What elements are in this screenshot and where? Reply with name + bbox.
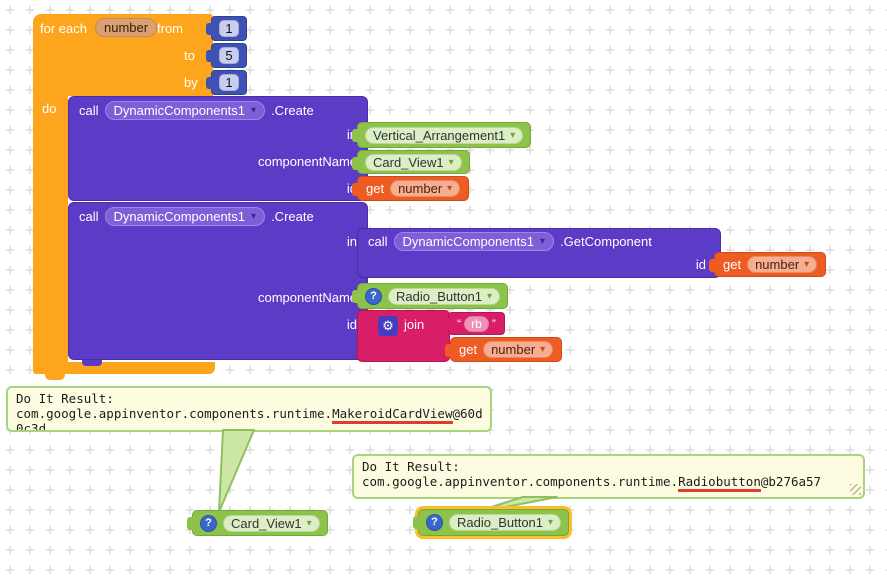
radio-button1-dropdown[interactable]: Radio_Button1 ▾ [449,514,562,531]
for-each-next-connector [45,373,65,380]
help-icon[interactable]: ? [365,287,382,305]
dropdown-arrow-icon: ▾ [540,344,546,355]
get-variable-dropdown[interactable]: number ▾ [390,180,461,197]
card-view1-dropdown[interactable]: Card_View1 ▾ [365,153,462,171]
doit-result-bubble-cardview[interactable]: Do It Result: com.google.appinventor.com… [6,386,492,432]
for-each-block-bottom[interactable] [33,362,215,374]
get-variable-label: number [755,257,800,272]
join-text-block[interactable]: ⚙ join [357,310,450,362]
call-block-next-connector [82,360,102,366]
method-label: .GetComponent [560,234,652,249]
card-view1-label: Card_View1 [231,515,302,531]
mutator-gear-icon[interactable]: ⚙ [378,316,398,336]
doit-result-overflow: 0c3d [16,421,47,432]
dropdown-arrow-icon: ▾ [251,211,257,222]
help-icon[interactable]: ? [200,514,217,532]
by-number-block[interactable]: 1 [206,70,247,95]
close-quote: ” [491,316,496,331]
loop-variable-field[interactable]: number [95,18,158,37]
card-view1-value-block[interactable]: Card_View1 ▾ [352,150,470,174]
get-number-block-3[interactable]: get number ▾ [444,337,563,362]
dropdown-arrow-icon: ▾ [447,183,453,194]
doit-result-value: com.google.appinventor.components.runtim… [362,474,855,492]
to-number-field[interactable]: 5 [219,47,239,64]
do-label: do [42,101,57,116]
help-icon[interactable]: ? [426,514,443,531]
get-variable-dropdown[interactable]: number ▾ [747,256,818,273]
dropdown-arrow-icon: ▾ [548,517,554,528]
method-label: .Create [271,209,314,224]
param-in-label: in [347,127,357,142]
text-string-block[interactable]: “ rb ” [443,312,505,335]
underlined-classname: Radiobutton [678,474,761,492]
component-dropdown[interactable]: DynamicComponents1 ▾ [104,207,266,226]
join-label: join [404,317,425,332]
radio-button1-value-block[interactable]: ? Radio_Button1 ▾ [351,283,509,309]
to-label: to [184,48,195,63]
dropdown-arrow-icon: ▾ [487,290,493,302]
component-dropdown-value: DynamicComponents1 [402,234,535,249]
get-variable-label: number [491,342,536,357]
call-label: call [368,234,388,249]
from-label: from [157,21,183,36]
radio-button1-label: Radio_Button1 [457,515,544,530]
card-view1-label: Card_View1 [373,154,444,170]
for-each-label: for each [40,21,87,36]
string-field[interactable]: rb [464,315,489,332]
vertical-arrangement1-dropdown[interactable]: Vertical_Arrangement1 ▾ [365,126,524,144]
get-label: get [723,257,742,272]
doit-result-bubble-radiobutton[interactable]: Do It Result: com.google.appinventor.com… [352,454,865,499]
dropdown-arrow-icon: ▾ [510,129,516,141]
from-number-block[interactable]: 1 [206,16,247,41]
call-create-cardview-block[interactable]: call DynamicComponents1 ▾ .Create in com… [68,96,368,201]
component-dropdown-value: DynamicComponents1 [113,209,246,224]
get-number-block-1[interactable]: get number ▾ [351,176,470,201]
method-label: .Create [271,103,314,118]
param-componentname-label: componentName [258,154,357,169]
to-number-block[interactable]: 5 [206,43,247,68]
get-label: get [366,181,385,196]
param-id-label: id [347,181,357,196]
doit-result-value: com.google.appinventor.components.runtim… [16,406,483,424]
call-label: call [79,103,99,118]
bubble-tail-cardview [218,429,255,513]
from-number-field[interactable]: 1 [219,20,239,37]
card-view1-component-block[interactable]: ? Card_View1 ▾ [187,510,328,536]
for-each-block-left-column[interactable] [33,96,68,362]
get-label: get [459,342,478,357]
param-componentname-label: componentName [258,290,357,305]
get-number-block-2[interactable]: get number ▾ [708,252,827,277]
bubble-resize-handle[interactable] [850,484,861,495]
get-variable-dropdown[interactable]: number ▾ [483,341,554,358]
dropdown-arrow-icon: ▾ [306,517,312,529]
open-quote: “ [457,316,462,331]
vertical-arrangement1-label: Vertical_Arrangement1 [373,127,506,143]
param-id-label: id [346,317,357,332]
param-in-label: in [346,234,357,249]
underlined-classname: MakeroidCardView [332,406,453,424]
doit-result-title: Do It Result: [362,459,460,474]
vertical-arrangement1-block[interactable]: Vertical_Arrangement1 ▾ [351,122,532,148]
dropdown-arrow-icon: ▾ [251,105,257,116]
call-label: call [79,209,99,224]
by-number-field[interactable]: 1 [219,74,239,91]
param-id-label: id [695,257,706,272]
dropdown-arrow-icon: ▾ [540,236,546,247]
doit-result-title: Do It Result: [16,391,114,406]
call-getcomponent-block[interactable]: call DynamicComponents1 ▾ .GetComponent … [357,228,721,278]
dropdown-arrow-icon: ▾ [448,156,454,168]
get-variable-label: number [398,181,443,196]
component-dropdown-value: DynamicComponents1 [113,103,246,118]
card-view1-dropdown[interactable]: Card_View1 ▾ [223,514,320,532]
component-dropdown[interactable]: DynamicComponents1 ▾ [104,101,266,120]
radio-button1-label: Radio_Button1 [396,288,483,304]
radio-button1-component-block[interactable]: ? Radio_Button1 ▾ [412,509,570,536]
component-dropdown[interactable]: DynamicComponents1 ▾ [393,232,555,251]
by-label: by [184,75,198,90]
dropdown-arrow-icon: ▾ [804,259,810,270]
call-create-radiobutton-block[interactable]: call DynamicComponents1 ▾ .Create in com… [68,202,368,360]
radio-button1-dropdown[interactable]: Radio_Button1 ▾ [388,287,501,305]
